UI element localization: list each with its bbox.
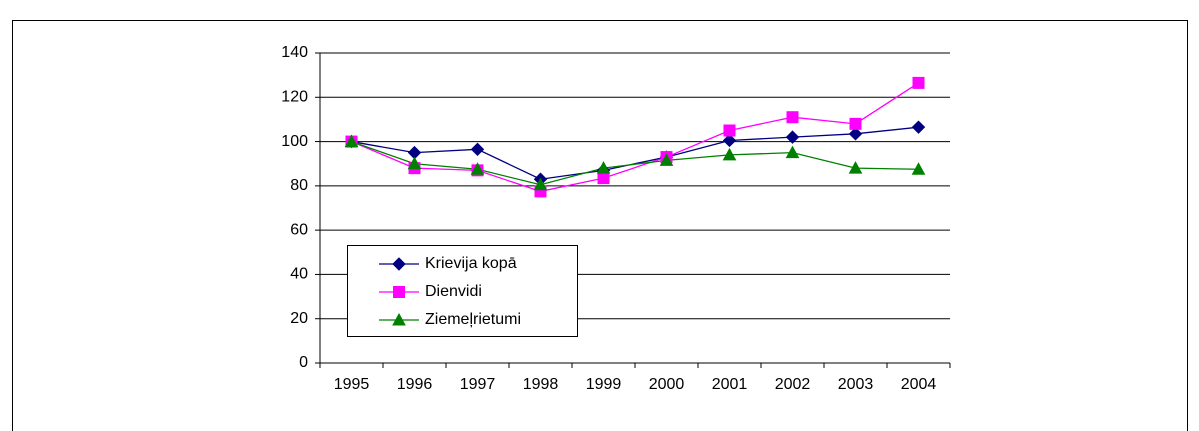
x-tick-label: 1996: [397, 376, 433, 393]
marker: [596, 161, 611, 174]
series-line: [351, 126, 919, 180]
x-tick-label: 1998: [523, 376, 559, 393]
marker: [786, 111, 799, 124]
x-tick-label: 2002: [775, 376, 811, 393]
series-line: [351, 82, 919, 193]
y-tick-label: 0: [299, 354, 308, 371]
chart-frame: [12, 20, 1188, 431]
x-tick-label: 2003: [838, 376, 874, 393]
marker: [911, 120, 926, 134]
marker: [785, 145, 800, 159]
marker: [848, 161, 863, 174]
marker: [393, 286, 405, 298]
x-tick-label: 1997: [460, 376, 496, 393]
marker: [659, 153, 674, 166]
y-tick-label: 80: [290, 177, 308, 194]
legend-label: Ziemeļrietumi: [425, 311, 521, 328]
marker: [407, 156, 422, 170]
marker: [849, 117, 862, 130]
marker: [344, 134, 359, 148]
marker: [722, 133, 737, 148]
marker: [533, 177, 548, 191]
marker: [848, 127, 863, 141]
y-tick-label: 60: [290, 221, 308, 238]
series-line: [351, 140, 919, 186]
legend-label: Krievija kopā: [425, 255, 517, 272]
x-tick-label: 1995: [334, 376, 370, 393]
y-tick-label: 100: [281, 133, 308, 150]
y-tick-label: 20: [290, 310, 308, 327]
marker: [470, 162, 485, 175]
x-tick-label: 2001: [712, 376, 748, 393]
x-tick-label: 2004: [901, 376, 937, 393]
x-tick-label: 1999: [586, 376, 622, 393]
marker: [785, 130, 800, 144]
y-tick-label: 140: [281, 44, 308, 61]
marker: [722, 147, 737, 161]
y-tick-label: 40: [290, 266, 308, 283]
marker: [392, 312, 406, 326]
marker: [912, 76, 925, 89]
marker: [392, 257, 406, 271]
legend-box: [347, 245, 578, 337]
marker: [597, 172, 610, 185]
marker: [911, 162, 926, 175]
marker: [470, 142, 485, 157]
x-tick-label: 2000: [649, 376, 685, 393]
y-tick-label: 120: [281, 89, 308, 106]
marker: [723, 124, 736, 137]
legend-label: Dienvidi: [425, 283, 482, 300]
